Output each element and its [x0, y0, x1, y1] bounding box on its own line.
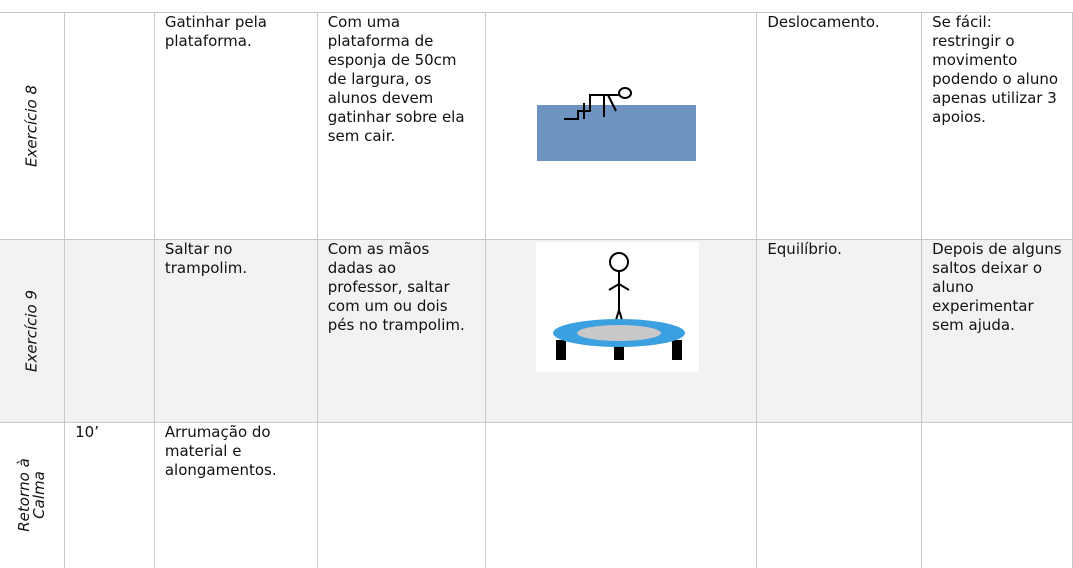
row-label: Exercício 9 — [22, 289, 41, 373]
objective: Deslocamento. — [756, 12, 923, 240]
row-label: Retorno à Calma — [15, 458, 49, 533]
illustration-cell — [485, 239, 758, 423]
row-label-cell: Exercício 9 — [0, 239, 66, 423]
row: Exercício 9 Saltar no trampolim. Com as … — [0, 239, 1073, 423]
document: Exercício 8 Gatinhar pela plataforma. Co… — [0, 12, 1073, 568]
activity: Gatinhar pela plataforma. — [153, 12, 318, 240]
illustration-cell — [485, 422, 758, 568]
variant: Depois de alguns saltos deixar o aluno e… — [921, 239, 1073, 423]
illustration-cell — [485, 12, 758, 240]
objective — [756, 422, 923, 568]
crawl-illustration — [537, 87, 697, 161]
time: 10’ — [64, 422, 155, 568]
activity: Arrumação do material e alongamentos. — [153, 422, 318, 568]
row-label: Exercício 8 — [22, 84, 41, 168]
variant: Se fácil: restringir o movimento podendo… — [921, 12, 1073, 240]
time-cell — [64, 239, 155, 423]
row-label-cell: Retorno à Calma — [0, 422, 66, 568]
row: Retorno à Calma 10’ Arrumação do materia… — [0, 422, 1073, 568]
variant — [921, 422, 1073, 568]
description: Com uma plataforma de esponja de 50cm de… — [316, 12, 487, 240]
time-cell — [64, 12, 155, 240]
objective: Equilíbrio. — [756, 239, 923, 423]
row-label-cell: Exercício 8 — [0, 12, 66, 240]
trampoline-illustration — [536, 242, 700, 372]
description — [316, 422, 487, 568]
activity: Saltar no trampolim. — [153, 239, 318, 423]
lesson-table: Exercício 8 Gatinhar pela plataforma. Co… — [0, 12, 1073, 568]
row: Exercício 8 Gatinhar pela plataforma. Co… — [0, 12, 1073, 240]
description: Com as mãos dadas ao professor, saltar c… — [316, 239, 487, 423]
